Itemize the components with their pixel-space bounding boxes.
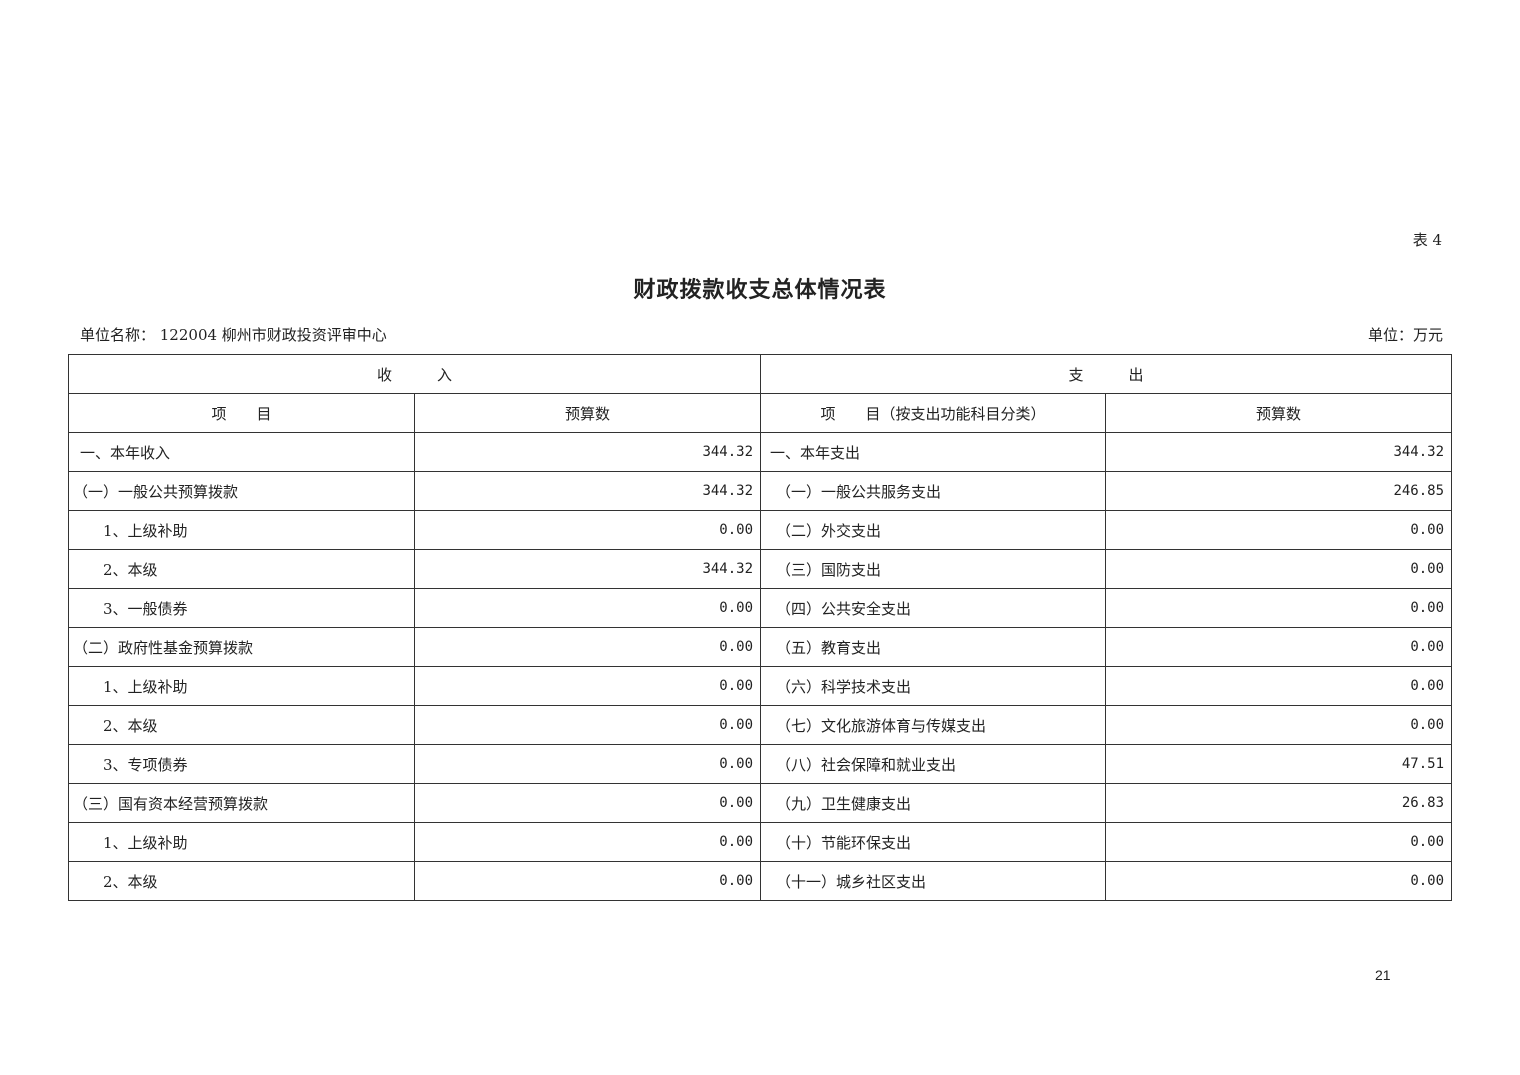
expense-item-cell: （二）外交支出	[760, 510, 1107, 550]
expense-budget-cell: 0.00	[1105, 510, 1453, 550]
table-row: （一）一般公共预算拨款 344.32 （一）一般公共服务支出 246.85	[68, 471, 1453, 511]
expense-budget-cell: 26.83	[1105, 783, 1453, 823]
income-item-cell: 3、一般债券	[68, 588, 415, 628]
income-budget-cell: 0.00	[413, 588, 762, 628]
expense-item-cell: （六）科学技术支出	[760, 666, 1107, 706]
income-item-cell: 一、本年收入	[68, 432, 415, 472]
income-item-cell: 3、专项债券	[68, 744, 415, 784]
income-budget-cell: 344.32	[413, 432, 762, 472]
income-budget-cell: 0.00	[413, 666, 762, 706]
expense-item-cell: （四）公共安全支出	[760, 588, 1107, 628]
expense-group-header: 支 出	[760, 354, 1453, 394]
expense-item-cell: （十一）城乡社区支出	[760, 861, 1107, 901]
income-budget-header: 预算数	[413, 393, 762, 433]
currency-unit: 单位：万元	[1367, 326, 1443, 344]
table-row: 1、上级补助 0.00 （十）节能环保支出 0.00	[68, 822, 1453, 862]
table-row: 2、本级 0.00 （七）文化旅游体育与传媒支出 0.00	[68, 705, 1453, 745]
table-row: 2、本级 344.32 （三）国防支出 0.00	[68, 549, 1453, 589]
table-row: 3、一般债券 0.00 （四）公共安全支出 0.00	[68, 588, 1453, 628]
income-budget-cell: 0.00	[413, 627, 762, 667]
expense-budget-cell: 0.00	[1105, 861, 1453, 901]
income-budget-cell: 344.32	[413, 471, 762, 511]
income-item-cell: 2、本级	[68, 705, 415, 745]
expense-item-cell: 一、本年支出	[760, 432, 1107, 472]
expense-item-cell: （十）节能环保支出	[760, 822, 1107, 862]
expense-budget-cell: 47.51	[1105, 744, 1453, 784]
income-item-cell: （二）政府性基金预算拨款	[68, 627, 415, 667]
expense-item-header: 项 目（按支出功能科目分类）	[760, 393, 1107, 433]
table-row: （三）国有资本经营预算拨款 0.00 （九）卫生健康支出 26.83	[68, 783, 1453, 823]
group-header-row: 收 入 支 出	[67, 354, 1453, 394]
expense-item-cell: （一）一般公共服务支出	[760, 471, 1107, 511]
table-row: 2、本级 0.00 （十一）城乡社区支出 0.00	[68, 861, 1453, 901]
income-group-header: 收 入	[67, 354, 762, 394]
income-item-header: 项 目	[68, 393, 415, 433]
income-item-cell: 1、上级补助	[68, 510, 415, 550]
income-item-cell: 1、上级补助	[68, 822, 415, 862]
expense-budget-cell: 246.85	[1105, 471, 1453, 511]
table-row: 1、上级补助 0.00 （二）外交支出 0.00	[68, 510, 1453, 550]
expense-budget-cell: 0.00	[1105, 627, 1453, 667]
table-row: 3、专项债券 0.00 （八）社会保障和就业支出 47.51	[68, 744, 1453, 784]
expense-budget-cell: 0.00	[1105, 822, 1453, 862]
table-number: 表 4	[1412, 231, 1442, 249]
table-row: 1、上级补助 0.00 （六）科学技术支出 0.00	[68, 666, 1453, 706]
table-row: （二）政府性基金预算拨款 0.00 （五）教育支出 0.00	[68, 627, 1453, 667]
income-budget-cell: 0.00	[413, 510, 762, 550]
table-row: 一、本年收入 344.32 一、本年支出 344.32	[68, 432, 1453, 472]
expense-item-cell: （九）卫生健康支出	[760, 783, 1107, 823]
income-budget-cell: 0.00	[413, 861, 762, 901]
expense-budget-cell: 0.00	[1105, 705, 1453, 745]
page-number: 21	[1375, 967, 1391, 983]
expense-budget-header: 预算数	[1105, 393, 1453, 433]
expense-item-cell: （三）国防支出	[760, 549, 1107, 589]
income-budget-cell: 0.00	[413, 744, 762, 784]
unit-name: 单位名称： 122004 柳州市财政投资评审中心	[80, 326, 387, 344]
income-budget-cell: 0.00	[413, 705, 762, 745]
income-budget-cell: 0.00	[413, 822, 762, 862]
income-item-cell: （三）国有资本经营预算拨款	[68, 783, 415, 823]
page-title: 财政拨款收支总体情况表	[633, 277, 887, 303]
expense-budget-cell: 0.00	[1105, 666, 1453, 706]
expense-budget-cell: 344.32	[1105, 432, 1453, 472]
income-budget-cell: 0.00	[413, 783, 762, 823]
income-item-cell: 2、本级	[68, 549, 415, 589]
expense-budget-cell: 0.00	[1105, 588, 1453, 628]
income-budget-cell: 344.32	[413, 549, 762, 589]
column-header-row: 项 目 预算数 项 目（按支出功能科目分类） 预算数	[68, 393, 1453, 433]
budget-table: 收 入 支 出 项 目 预算数 项 目（按支出功能科目分类） 预算数 一、本年收…	[67, 354, 1453, 901]
expense-item-cell: （五）教育支出	[760, 627, 1107, 667]
expense-item-cell: （七）文化旅游体育与传媒支出	[760, 705, 1107, 745]
income-item-cell: 1、上级补助	[68, 666, 415, 706]
expense-budget-cell: 0.00	[1105, 549, 1453, 589]
income-item-cell: 2、本级	[68, 861, 415, 901]
expense-item-cell: （八）社会保障和就业支出	[760, 744, 1107, 784]
income-item-cell: （一）一般公共预算拨款	[68, 471, 415, 511]
